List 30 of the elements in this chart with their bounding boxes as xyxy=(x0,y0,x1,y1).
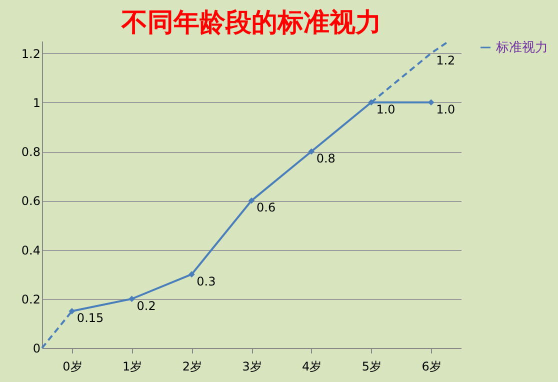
y-tick-label: 0.2 xyxy=(21,292,40,306)
data-label: 0.15 xyxy=(76,311,104,326)
point xyxy=(308,148,315,155)
point xyxy=(248,197,255,204)
data-label: 1.0 xyxy=(436,102,456,116)
x-tick-label: 2岁 xyxy=(182,360,202,374)
y-tick-label: 1.2 xyxy=(21,46,40,61)
data-label: 0.3 xyxy=(196,274,216,288)
x-tick-label: 1岁 xyxy=(122,360,142,374)
point xyxy=(68,308,76,314)
x-tick-label: 6岁 xyxy=(422,360,442,374)
legend-label: 标准视力 xyxy=(495,40,548,56)
x-tick-label: 3岁 xyxy=(242,360,262,374)
y-tick-label: 0 xyxy=(32,342,40,356)
chart-title: 不同年龄段的标准视力 xyxy=(120,8,382,38)
y-tick-label: 0.6 xyxy=(21,194,40,208)
data-label: 0.8 xyxy=(316,152,336,166)
point xyxy=(428,99,434,106)
x-tick-label: 0岁 xyxy=(62,360,82,374)
data-label: 1.0 xyxy=(376,102,396,116)
point xyxy=(128,296,135,302)
x-tick-label: 5岁 xyxy=(362,360,382,374)
data-label: 1.2 xyxy=(436,53,456,68)
y-tick-label: 1 xyxy=(32,96,40,110)
data-label: 0.6 xyxy=(256,200,276,215)
point xyxy=(188,271,195,278)
y-tick-label: 0.4 xyxy=(21,243,40,258)
y-tick-label: 0.8 xyxy=(21,145,40,160)
x-tick-label: 4岁 xyxy=(302,360,322,374)
data-label: 0.2 xyxy=(136,298,156,313)
